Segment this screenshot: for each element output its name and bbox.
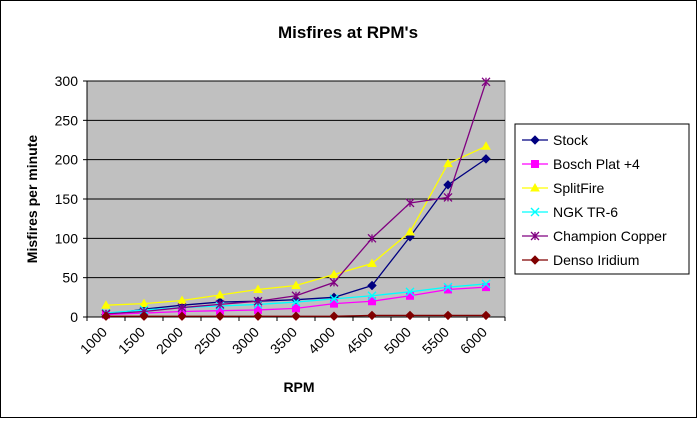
data-point: [481, 310, 491, 321]
data-point: [443, 158, 453, 168]
data-point: [405, 227, 415, 236]
legend-label: Stock: [553, 132, 589, 148]
data-point: [253, 311, 263, 321]
data-point: [253, 284, 263, 293]
data-point: [530, 231, 540, 241]
y-tick-label: 250: [55, 112, 79, 128]
legend-label: Denso Iridium: [553, 252, 639, 268]
data-point: [367, 233, 377, 243]
data-point: [139, 298, 149, 308]
data-point: [530, 135, 540, 145]
series-splitfire: [101, 141, 491, 309]
data-point: [177, 311, 187, 321]
legend-box: [514, 123, 690, 275]
data-point: [177, 303, 187, 313]
data-point: [139, 311, 149, 321]
data-point: [253, 296, 263, 306]
data-point: [367, 291, 377, 301]
data-point: [443, 310, 453, 321]
data-point: [481, 154, 491, 164]
legend-item: Champion Copper: [522, 228, 667, 244]
y-tick-label: 0: [70, 309, 78, 325]
data-point: [367, 258, 377, 268]
chart-title: Misfires at RPM's: [278, 23, 418, 42]
data-point: [215, 299, 225, 309]
data-point: [405, 198, 415, 208]
legend: Stock Bosch Plat +4 SplitFire NGK TR-6 Champ…: [514, 123, 690, 275]
data-point: [443, 282, 453, 292]
y-tick-label: 50: [62, 270, 78, 286]
data-point: [367, 310, 377, 321]
data-point: [215, 289, 225, 299]
data-point: [530, 207, 540, 217]
data-point: [329, 277, 339, 287]
gridlines: [87, 80, 505, 279]
data-point: [443, 192, 453, 202]
data-point: [329, 311, 339, 321]
legend-label: Bosch Plat +4: [553, 156, 640, 172]
legend-item: Denso Iridium: [522, 252, 639, 268]
legend-label: SplitFire: [553, 180, 605, 196]
y-axis-title: Misfires per minute: [24, 135, 40, 264]
data-point: [481, 77, 491, 87]
legend-item: NGK TR-6: [522, 204, 618, 220]
data-point: [444, 285, 452, 294]
data-point: [330, 299, 338, 308]
data-point: [291, 311, 301, 321]
x-axis-title: RPM: [283, 379, 314, 395]
data-point: [367, 280, 377, 291]
data-point: [481, 279, 491, 289]
data-point: [329, 269, 339, 279]
legend-label: Champion Copper: [553, 228, 667, 244]
series-denso-iridium: [101, 310, 491, 321]
data-point: [329, 294, 339, 304]
y-tick-label: 300: [55, 73, 79, 89]
data-point: [291, 291, 301, 301]
data-point: [101, 300, 111, 309]
data-point: [405, 287, 415, 297]
legend-item: SplitFire: [522, 180, 605, 196]
series-layer: [101, 77, 491, 321]
data-point: [292, 304, 300, 313]
data-point: [443, 180, 453, 190]
data-point: [530, 255, 540, 265]
y-tick-label: 200: [55, 152, 79, 168]
data-point: [101, 311, 111, 321]
data-point: [215, 311, 225, 321]
data-point: [530, 182, 540, 192]
data-point: [368, 297, 376, 306]
data-point: [291, 280, 301, 290]
series-champion-copper: [101, 77, 491, 319]
legend-label: NGK TR-6: [553, 204, 618, 220]
data-point: [405, 310, 415, 321]
y-tick-label: 100: [55, 230, 79, 246]
data-point: [531, 160, 539, 168]
data-point: [291, 297, 301, 307]
y-tick-label: 150: [55, 191, 79, 207]
legend-item: Stock: [522, 132, 589, 148]
data-point: [481, 141, 491, 150]
legend-item: Bosch Plat +4: [522, 156, 640, 172]
data-point: [177, 295, 187, 304]
